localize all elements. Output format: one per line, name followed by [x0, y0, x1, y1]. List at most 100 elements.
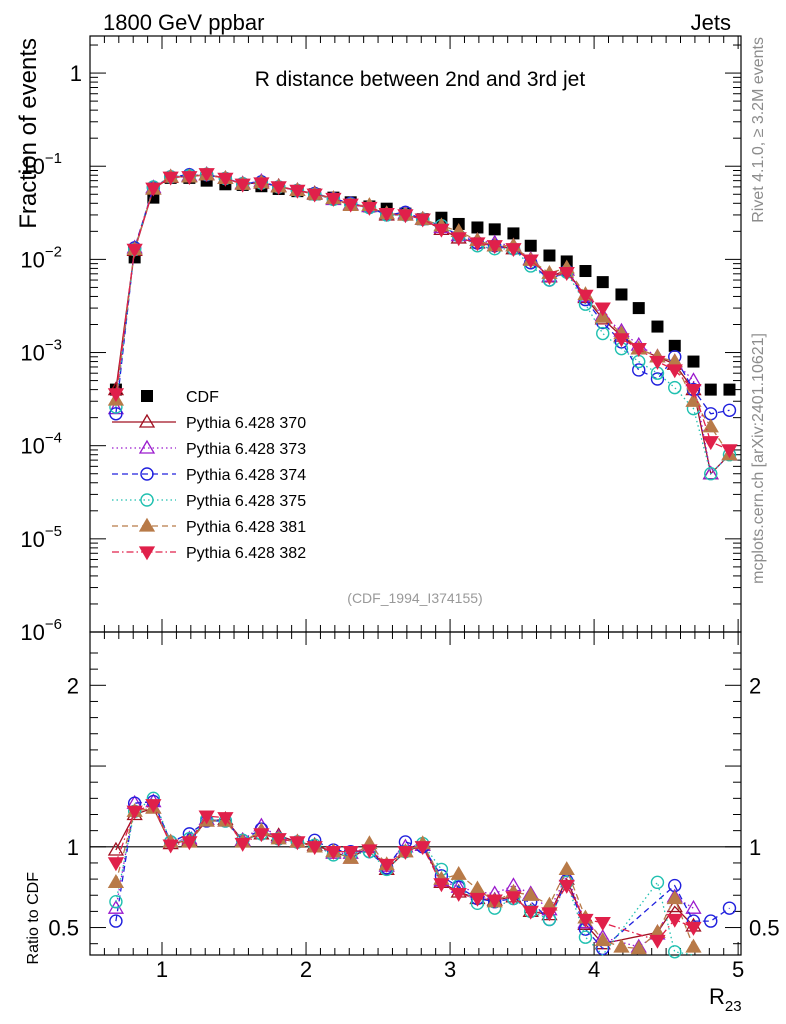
legend-marker [138, 546, 156, 561]
data-point [253, 177, 270, 192]
data-point [579, 265, 592, 278]
ratio-data-point [107, 857, 125, 872]
data-point [107, 388, 125, 403]
ratio-data-point [289, 836, 306, 851]
data-point [361, 201, 378, 216]
main-y-axis-label: Fraction of events [15, 38, 42, 229]
data-point [702, 418, 719, 433]
data-point [543, 249, 556, 262]
legend-entry: Pythia 6.428 382 [112, 545, 306, 562]
x-tick-label: 3 [444, 957, 456, 982]
data-point [687, 355, 700, 368]
data-point [378, 207, 395, 222]
data-point [342, 198, 359, 213]
legend-marker [140, 493, 154, 507]
ratio-series-pythia-6-428-375 [109, 791, 694, 959]
ratio-series-pythia-6-428-381 [107, 799, 702, 955]
ratio-data-point [666, 890, 683, 905]
ratio-data-point [162, 839, 179, 854]
ratio-data-point [558, 879, 575, 894]
y-tick-label: 0.5 [48, 916, 79, 941]
series-line [115, 174, 730, 415]
y-tick-label: 1 [70, 61, 82, 86]
ratio-data-point [594, 932, 611, 947]
ratio-data-point [450, 887, 467, 902]
header-right: Jets [691, 10, 731, 35]
data-point [306, 188, 323, 203]
data-point [325, 192, 342, 207]
ratio-data-point [650, 875, 665, 890]
ratio-data-point [649, 934, 666, 949]
y-tick-label: 1 [67, 835, 79, 860]
legend-label: Pythia 6.428 370 [186, 415, 306, 432]
analysis-id: (CDF_1994_I374155) [347, 590, 482, 606]
data-point [397, 209, 414, 224]
data-point [198, 168, 215, 183]
ratio-data-point [578, 930, 593, 944]
data-point [722, 403, 737, 417]
ratio-y-axis-label: Ratio to CDF [25, 872, 42, 965]
ratio-data-point [577, 913, 594, 928]
data-point [433, 223, 450, 238]
ratio-data-point [668, 945, 682, 959]
data-point [522, 254, 539, 269]
ratio-series-line [115, 807, 695, 950]
y-tick-label-right: 1 [749, 835, 761, 860]
ratio-data-point [126, 805, 143, 820]
data-point [702, 436, 719, 451]
data-point [109, 407, 123, 421]
data-point [488, 223, 501, 236]
data-point [651, 320, 664, 333]
data-point [704, 467, 718, 481]
legend-entry: Pythia 6.428 373 [112, 439, 306, 458]
ratio-series-pythia-6-428-382 [107, 799, 702, 949]
data-point [162, 171, 179, 186]
ratio-series-pythia-6-428-373 [107, 793, 702, 953]
y-tick-label: 10−1 [20, 150, 62, 179]
y-tick-label: 10−6 [20, 616, 62, 645]
ratio-data-point [522, 886, 539, 901]
legend-entry: Pythia 6.428 374 [112, 467, 306, 484]
legend-entry: Pythia 6.428 381 [112, 517, 306, 536]
data-point [217, 172, 234, 187]
series-pythia-6-428-374 [109, 168, 737, 421]
ratio-series-layer [107, 791, 737, 959]
data-point [505, 243, 522, 258]
ratio-data-point [378, 858, 395, 873]
data-point [524, 239, 537, 252]
ratio-data-point [704, 914, 718, 928]
legend-marker [140, 467, 154, 481]
ratio-data-point [486, 894, 503, 909]
y-tick-label: 10−5 [20, 523, 62, 552]
data-point [289, 184, 306, 199]
data-point [596, 276, 609, 289]
ratio-data-point [217, 812, 234, 827]
ratio-data-point [541, 907, 558, 922]
x-tick-label: 2 [300, 957, 312, 982]
ratio-data-point [685, 899, 702, 914]
main-axis-ticks: 1 10−1 10−2 10−3 10−4 10−5 10−6 [20, 36, 741, 645]
legend-entry: Pythia 6.428 375 [112, 493, 306, 510]
ratio-data-point [685, 938, 702, 953]
data-point [234, 178, 251, 193]
data-point [632, 302, 645, 315]
x-tick-label: 5 [732, 957, 744, 982]
legend-label: Pythia 6.428 375 [186, 493, 306, 510]
legend-marker [138, 517, 156, 532]
legend-entry: CDF [141, 389, 219, 406]
ratio-data-point [594, 917, 611, 931]
data-point [721, 444, 738, 459]
legend-label: Pythia 6.428 374 [186, 467, 306, 484]
ratio-data-point [613, 938, 630, 953]
ratio-data-point [722, 901, 737, 915]
data-point [615, 288, 628, 301]
data-point [649, 355, 666, 370]
legend-label: Pythia 6.428 381 [186, 519, 306, 536]
legend-label: Pythia 6.428 373 [186, 441, 306, 458]
ratio-data-point [270, 833, 287, 848]
data-point [471, 221, 484, 234]
ratio-data-point [505, 891, 522, 906]
data-point [469, 237, 486, 252]
ratio-data-point [558, 861, 575, 876]
